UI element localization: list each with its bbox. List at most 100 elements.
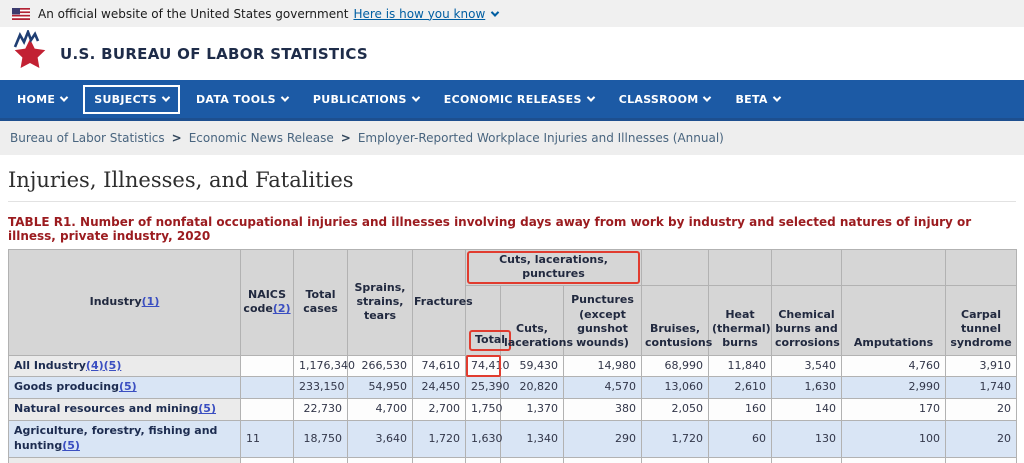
naics-cell: 11 [240, 420, 294, 458]
footnote-link-5[interactable]: (5) [62, 438, 80, 452]
footnote-link-2[interactable]: (2) [272, 302, 291, 316]
chevron-down-icon[interactable] [491, 7, 500, 17]
value-cell: 20,820 [500, 376, 564, 400]
spacer-cell [771, 249, 843, 286]
breadcrumb-link[interactable]: Economic News Release [188, 131, 334, 145]
highlighted-value-cell: 74,410 [465, 354, 510, 378]
value-cell: 610 [412, 456, 466, 463]
table-row: Natural resources and mining(5) 22,730 4,7… [8, 398, 1018, 422]
us-flag-icon [12, 7, 30, 20]
col-header-amputations: Amputations [841, 284, 947, 356]
value-cell: 20 [945, 420, 1018, 458]
value-cell: 130 [771, 420, 843, 458]
industry-cell: Crop production(5) [8, 456, 241, 463]
nav-item-beta[interactable]: BETA [726, 87, 788, 112]
value-cell: 20 [945, 398, 1018, 422]
value-cell: 1,340 [500, 420, 564, 458]
nav-item-economic-releases[interactable]: ECONOMIC RELEASES [435, 87, 603, 112]
value-cell: 380 [562, 398, 643, 422]
value-cell: 266,530 [347, 354, 413, 378]
naics-cell [240, 376, 294, 400]
value-cell: 3,910 [945, 354, 1018, 378]
footnote-link-4[interactable]: (4) [85, 358, 104, 372]
nav-item-subjects[interactable]: SUBJECTS [83, 84, 180, 114]
value-cell: 4,570 [562, 376, 643, 400]
value-cell: 1,560 [347, 456, 413, 463]
value-cell: 1,720 [641, 420, 710, 458]
spacer-cell [708, 249, 773, 286]
col-header-sprains: Sprains, strains, tears [347, 249, 413, 356]
footnote-link-5[interactable]: (5) [118, 380, 137, 394]
chevron-down-icon [772, 93, 781, 102]
value-cell: 1,750 [465, 398, 503, 422]
value-cell: 70 [771, 456, 843, 463]
value-cell: 1,720 [412, 420, 466, 458]
col-header-chemical-burns: Chemical burns and corrosions [771, 284, 843, 356]
nav-item-classroom[interactable]: CLASSROOM [610, 87, 720, 112]
industry-name: Goods producing [14, 380, 119, 394]
chevron-down-icon [703, 93, 712, 102]
naics-cell: 111000 [240, 456, 294, 463]
naics-cell [240, 398, 294, 422]
divider [8, 201, 1016, 202]
value-cell: 18,750 [293, 420, 348, 458]
footnote-link-5[interactable]: (5) [135, 461, 153, 463]
value-cell: 1,370 [500, 398, 564, 422]
banner-text: An official website of the United States… [38, 6, 349, 21]
main-table: Industry(1) NAICS code(2) Total cases Sp… [8, 249, 1018, 463]
how-you-know-link[interactable]: Here is how you know [353, 6, 486, 21]
value-cell: 6,680 [293, 456, 348, 463]
breadcrumb-separator: > [340, 131, 351, 145]
value-cell: 550 [465, 456, 501, 463]
value-cell: 22,730 [293, 398, 348, 422]
col-group-cuts-lacerations-punctures: Cuts, lacerations, punctures [464, 249, 643, 286]
highlight-box-group: Cuts, lacerations, punctures [467, 251, 641, 284]
main-nav: HOME SUBJECTS DATA TOOLS PUBLICATIONS ECONOM… [0, 80, 1024, 121]
naics-cell [240, 354, 294, 378]
industry-cell: All Industry(4)(5) [8, 354, 241, 378]
industry-cell: Natural resources and mining(5) [8, 398, 241, 422]
value-cell: 13,060 [641, 376, 710, 400]
spacer-cell [641, 249, 710, 286]
value-cell: 11,840 [708, 354, 773, 378]
col-header-naics: NAICS code(2) [240, 249, 294, 356]
col-header-carpal-tunnel: Carpal tunnel syndrome [945, 284, 1018, 356]
chevron-down-icon [586, 93, 595, 102]
nav-item-publications[interactable]: PUBLICATIONS [304, 87, 428, 112]
col-header-total-cases: Total cases [293, 249, 348, 356]
breadcrumb-separator: > [171, 131, 182, 145]
breadcrumb-link[interactable]: Bureau of Labor Statistics [10, 131, 165, 145]
bls-logo [10, 27, 50, 78]
page-title: Injuries, Illnesses, and Fatalities [8, 168, 354, 192]
col-header-heat-burns: Heat (thermal) burns [708, 284, 773, 356]
spacer-cell [945, 249, 1018, 286]
footnote-link-1[interactable]: (1) [141, 295, 160, 309]
footnote-link-5[interactable]: (5) [198, 402, 216, 416]
value-cell: 2,610 [708, 376, 773, 400]
nav-item-data-tools[interactable]: DATA TOOLS [187, 87, 297, 112]
table-body: All Industry(4)(5) 1,176,340 266,530 74,610… [8, 354, 1018, 463]
value-cell: 460 [500, 456, 564, 463]
value-cell: 54,950 [347, 376, 413, 400]
breadcrumb-link[interactable]: Employer-Reported Workplace Injuries and… [357, 131, 724, 145]
agency-title: U.S. BUREAU OF LABOR STATISTICS [60, 44, 369, 63]
value-cell: 4,760 [841, 354, 947, 378]
table-row: Crop production(5)1110006,6801,560610550… [8, 456, 1018, 463]
col-header-punctures: Punctures (except gunshot wounds) [562, 284, 643, 356]
value-cell: 59,430 [500, 354, 564, 378]
value-cell: 3,540 [771, 354, 843, 378]
value-cell: 4,700 [347, 398, 413, 422]
col-header-bruises: Bruises, contusions [641, 284, 712, 356]
footnote-link-5[interactable]: (5) [103, 358, 122, 372]
chevron-down-icon [59, 93, 69, 102]
value-cell: 233,150 [293, 376, 348, 400]
nav-item-home[interactable]: HOME [8, 87, 76, 112]
industry-name: Natural resources and mining [14, 402, 199, 416]
chevron-down-icon [280, 93, 290, 102]
breadcrumb: Bureau of Labor Statistics > Economic News… [0, 121, 1024, 155]
table-row: All Industry(4)(5) 1,176,340 266,530 74,610… [8, 354, 1018, 378]
col-header-cuts-lacerations: Cuts, lacerations [500, 284, 573, 356]
value-cell: 74,610 [412, 354, 466, 378]
value-cell: 60 [708, 420, 773, 458]
value-cell: 1,630 [771, 376, 843, 400]
